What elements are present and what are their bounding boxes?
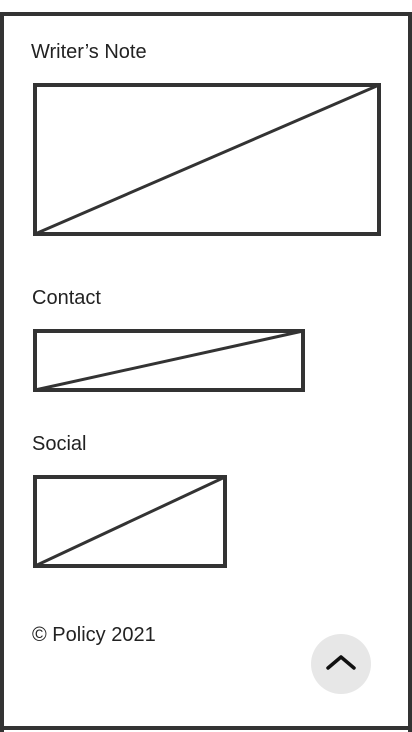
writers-note-image-placeholder — [33, 83, 382, 237]
writers-note-heading: Writer’s Note — [31, 41, 147, 63]
copyright-text: © Policy 2021 — [32, 624, 156, 646]
contact-heading: Contact — [32, 287, 101, 309]
social-image-placeholder — [33, 475, 228, 569]
chevron-up-icon — [325, 653, 357, 676]
social-heading: Social — [32, 433, 87, 455]
page-frame-bottom — [0, 726, 412, 730]
contact-image-placeholder — [33, 329, 306, 393]
back-to-top-button[interactable] — [311, 634, 371, 694]
page-frame — [0, 12, 412, 732]
